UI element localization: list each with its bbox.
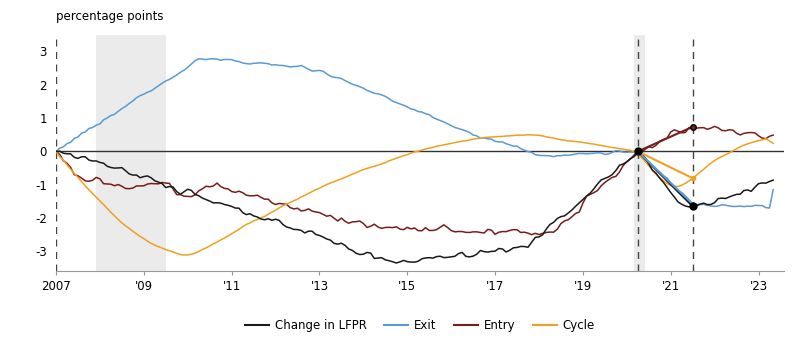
Bar <box>634 35 646 271</box>
Text: percentage points: percentage points <box>56 10 163 23</box>
Bar <box>96 35 166 271</box>
Legend: Change in LFPR, Exit, Entry, Cycle: Change in LFPR, Exit, Entry, Cycle <box>241 314 599 337</box>
